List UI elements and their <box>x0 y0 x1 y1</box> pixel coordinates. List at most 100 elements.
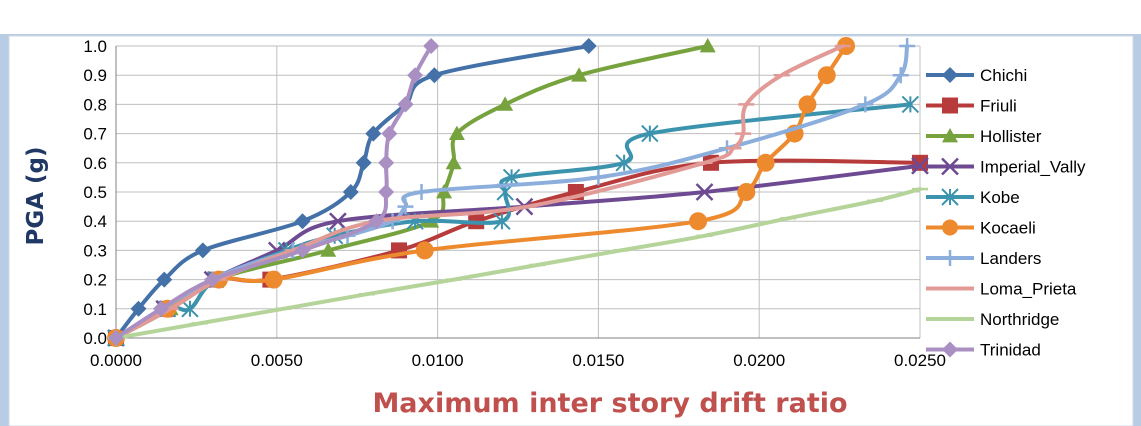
data-point <box>590 169 607 186</box>
legend-label: Chichi <box>980 66 1027 85</box>
data-point <box>580 38 597 54</box>
series-northridge <box>108 187 928 340</box>
data-point <box>942 67 958 83</box>
data-point <box>798 95 817 114</box>
data-point <box>355 154 372 171</box>
data-point <box>381 125 398 142</box>
y-tick-label: 1.0 <box>83 37 107 56</box>
data-point <box>407 67 424 84</box>
data-point <box>130 300 147 317</box>
legend-item-loma-prieta: Loma_Prieta <box>926 280 1077 299</box>
y-tick-label: 0.3 <box>83 241 107 260</box>
x-axis-label: Maximum inter story drift ratio <box>372 388 847 419</box>
data-point <box>695 183 714 201</box>
x-tick-label: 0.0250 <box>894 351 946 370</box>
data-point <box>329 212 347 231</box>
data-point <box>817 66 836 85</box>
data-point <box>857 96 874 113</box>
legend-label: Friuli <box>980 97 1017 116</box>
x-tick-label: 0.0050 <box>251 351 303 370</box>
data-point <box>497 96 514 111</box>
data-point <box>942 219 958 236</box>
y-tick-label: 0.7 <box>83 125 107 144</box>
data-point <box>342 184 359 200</box>
data-point <box>571 67 588 82</box>
legend-label: Loma_Prieta <box>980 280 1077 299</box>
x-tick-label: 0.0200 <box>733 351 785 370</box>
legend-item-landers: Landers <box>926 249 1041 268</box>
legend-label: Landers <box>980 249 1041 268</box>
y-tick-label: 0.6 <box>83 154 107 173</box>
data-point <box>942 97 958 114</box>
legend-item-kobe: Kobe <box>926 188 1020 207</box>
legend-item-chichi: Chichi <box>926 66 1027 85</box>
data-point <box>378 184 395 200</box>
x-tick-label: 0.0100 <box>412 351 464 370</box>
data-point <box>264 270 283 289</box>
data-point <box>365 125 382 142</box>
legend-item-trinidad: Trinidad <box>926 341 1041 360</box>
x-tick-label: 0.0000 <box>90 351 142 370</box>
data-point <box>415 241 434 260</box>
y-tick-label: 0.0 <box>83 329 107 348</box>
data-point <box>320 242 337 257</box>
data-point <box>941 188 959 206</box>
legend-item-northridge: Northridge <box>926 310 1059 329</box>
data-point <box>445 154 462 170</box>
data-point <box>641 124 659 143</box>
series-trinidad <box>108 38 440 346</box>
legend-item-imperial-vally: Imperial_Vally <box>926 158 1086 177</box>
y-tick-label: 0.9 <box>83 66 107 85</box>
data-point <box>397 198 414 215</box>
legend-item-kocaeli: Kocaeli <box>926 219 1036 238</box>
data-point <box>413 184 430 200</box>
legend-label: Hollister <box>980 127 1042 146</box>
series-chichi <box>108 38 597 346</box>
legend-label: Trinidad <box>980 341 1041 360</box>
data-point <box>153 300 170 317</box>
data-point <box>942 341 958 358</box>
data-point <box>911 156 929 175</box>
data-point <box>294 213 311 230</box>
y-tick-label: 0.4 <box>83 212 107 231</box>
y-tick-label: 0.1 <box>83 300 107 319</box>
y-tick-label: 0.2 <box>83 271 107 290</box>
data-point <box>756 153 775 172</box>
data-point <box>899 38 916 54</box>
legend-label: Northridge <box>980 310 1059 329</box>
data-point <box>493 212 511 230</box>
legend-label: Imperial_Vally <box>980 158 1086 177</box>
data-point <box>941 157 959 176</box>
y-axis-label: PGA (g) <box>23 146 49 245</box>
data-point <box>737 183 756 201</box>
data-point <box>942 250 958 266</box>
data-point <box>156 271 173 288</box>
legend: Chichi Friuli Hollister Imperial_Vally Kobe K… <box>926 66 1086 360</box>
data-point <box>294 242 311 259</box>
data-point <box>699 38 716 53</box>
data-point <box>378 154 395 171</box>
data-point <box>181 300 199 318</box>
data-point <box>892 67 909 84</box>
data-point <box>423 38 440 54</box>
data-point <box>901 95 920 114</box>
data-point <box>194 242 211 259</box>
legend-item-friuli: Friuli <box>926 97 1017 116</box>
legend-label: Kocaeli <box>980 219 1036 238</box>
legend-label: Kobe <box>980 188 1020 207</box>
axes: 0.0 0.1 0.2 0.3 0.4 0.5 0.6 0.7 0.8 0.9 1.0 0.0000 0… <box>83 37 946 370</box>
x-tick-label: 0.0150 <box>572 351 624 370</box>
y-tick-label: 0.8 <box>83 95 107 114</box>
data-point <box>108 330 124 346</box>
data-point <box>689 212 708 231</box>
y-tick-label: 0.5 <box>83 183 107 202</box>
data-point <box>448 125 465 140</box>
data-point <box>426 67 443 84</box>
data-point <box>615 154 633 172</box>
series-layer <box>107 37 929 347</box>
legend-item-hollister: Hollister <box>926 127 1042 146</box>
data-point <box>397 96 414 113</box>
data-point <box>368 213 385 230</box>
data-point <box>204 271 221 288</box>
